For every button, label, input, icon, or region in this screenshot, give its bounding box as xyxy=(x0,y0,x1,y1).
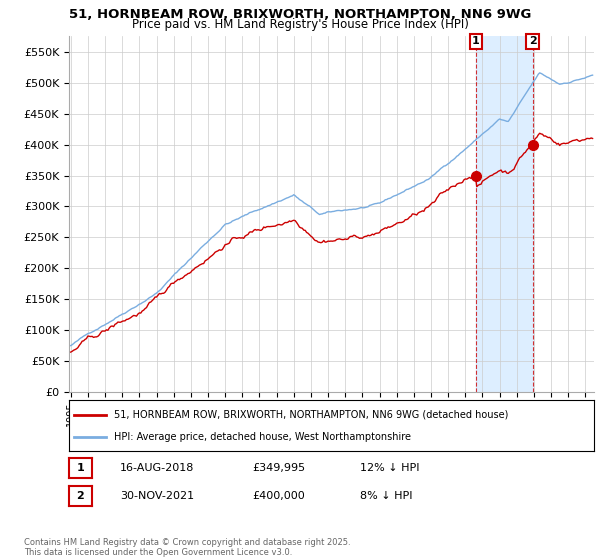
Text: 2: 2 xyxy=(529,36,536,46)
Text: 12% ↓ HPI: 12% ↓ HPI xyxy=(360,463,419,473)
Text: 51, HORNBEAM ROW, BRIXWORTH, NORTHAMPTON, NN6 9WG (detached house): 51, HORNBEAM ROW, BRIXWORTH, NORTHAMPTON… xyxy=(113,409,508,419)
Text: HPI: Average price, detached house, West Northamptonshire: HPI: Average price, detached house, West… xyxy=(113,432,410,442)
Text: £400,000: £400,000 xyxy=(252,491,305,501)
Text: Contains HM Land Registry data © Crown copyright and database right 2025.
This d: Contains HM Land Registry data © Crown c… xyxy=(24,538,350,557)
Text: Price paid vs. HM Land Registry's House Price Index (HPI): Price paid vs. HM Land Registry's House … xyxy=(131,18,469,31)
Bar xyxy=(476,36,533,392)
Text: 51, HORNBEAM ROW, BRIXWORTH, NORTHAMPTON, NN6 9WG: 51, HORNBEAM ROW, BRIXWORTH, NORTHAMPTON… xyxy=(69,8,531,21)
Text: 1: 1 xyxy=(77,463,84,473)
Text: 8% ↓ HPI: 8% ↓ HPI xyxy=(360,491,413,501)
Text: 1: 1 xyxy=(472,36,480,46)
Text: 30-NOV-2021: 30-NOV-2021 xyxy=(120,491,194,501)
Text: 2: 2 xyxy=(77,491,84,501)
Text: £349,995: £349,995 xyxy=(252,463,305,473)
Text: 16-AUG-2018: 16-AUG-2018 xyxy=(120,463,194,473)
